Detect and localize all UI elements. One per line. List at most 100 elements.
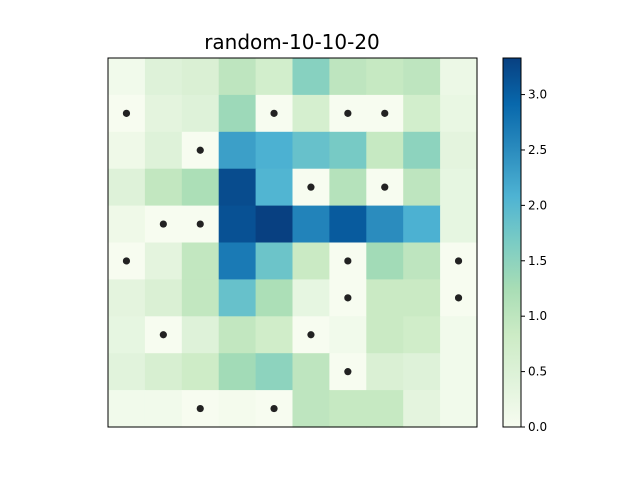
heatmap-markers (122, 109, 463, 413)
heatmap-cell-r2-c6 (329, 131, 367, 170)
heatmap-cell-r6-c1 (144, 279, 183, 317)
heatmap-cell-r2-c5 (292, 131, 330, 170)
heatmap-cell-r9-c7 (366, 390, 404, 428)
heatmap-cell-r0-c4 (255, 58, 294, 96)
heatmap-cell-r2-c8 (403, 131, 441, 170)
heatmap-cell-r8-c5 (292, 353, 330, 391)
heatmap-cell-r6-c0 (108, 279, 146, 317)
heatmap-cell-r3-c3 (218, 168, 257, 207)
heatmap-cell-r3-c2 (181, 168, 220, 207)
heatmap-cell-r0-c2 (181, 58, 220, 96)
marker-dot-16 (344, 368, 352, 376)
heatmap-cell-r9-c9 (440, 390, 478, 428)
heatmap-cell-r0-c6 (329, 58, 367, 96)
marker-dot-7 (159, 220, 167, 228)
heatmap-cell-r6-c5 (292, 279, 330, 317)
marker-dot-11 (454, 257, 463, 265)
marker-dot-1 (270, 109, 278, 117)
colorbar-tick-label-1: 0.5 (528, 365, 547, 379)
colorbar-tick-label-4: 2.0 (528, 198, 547, 212)
heatmap-cell-r6-c4 (255, 279, 294, 317)
heatmap-cell-r1-c9 (440, 94, 478, 133)
heatmap-cell-r3-c1 (144, 168, 183, 207)
colorbar-tick-label-3: 1.5 (528, 254, 547, 268)
heatmap-cell-r5-c8 (403, 242, 441, 280)
colorbar-tick-label-2: 1.0 (528, 309, 547, 323)
heatmap-cell-r8-c1 (144, 353, 183, 391)
heatmap-cell-r0-c8 (403, 58, 441, 96)
heatmap-cell-r3-c6 (329, 168, 367, 207)
heatmap-cell-r3-c9 (440, 168, 478, 207)
heatmap-cell-r7-c6 (329, 316, 367, 354)
heatmap-cell-r9-c1 (144, 390, 183, 428)
heatmap-cell-r4-c5 (292, 205, 330, 244)
heatmap-cell-r8-c2 (181, 353, 220, 391)
colorbar-ticks: 0.0 0.5 1.0 1.5 2.0 2.5 3.0 (521, 88, 547, 434)
heatmap-cell-r0-c5 (292, 58, 330, 96)
marker-dot-15 (307, 331, 315, 339)
heatmap-cell-r6-c8 (403, 279, 441, 317)
chart-title: random-10-10-20 (204, 30, 380, 54)
heatmap-cell-r9-c8 (403, 390, 441, 428)
heatmap-cell-r4-c0 (108, 205, 146, 244)
marker-dot-3 (381, 109, 389, 117)
heatmap-cell-r1-c2 (181, 94, 220, 133)
heatmap-cell-r7-c8 (403, 316, 441, 354)
heatmap-cell-r9-c6 (329, 390, 367, 428)
heatmap-cell-r9-c5 (292, 390, 330, 428)
heatmap-cell-r8-c3 (218, 353, 257, 391)
marker-dot-9 (122, 257, 131, 265)
heatmap-cell-r5-c1 (144, 242, 183, 280)
marker-dot-10 (344, 257, 352, 265)
heatmap-cell-r0-c9 (440, 58, 478, 96)
marker-dot-0 (122, 109, 131, 117)
heatmap-cell-r3-c0 (108, 168, 146, 207)
heatmap-cell-r1-c1 (144, 94, 183, 133)
heatmap-cell-r5-c5 (292, 242, 330, 280)
heatmap-cell-r6-c7 (366, 279, 404, 317)
marker-dot-5 (307, 183, 315, 191)
heatmap-cell-r7-c9 (440, 316, 478, 354)
heatmap-cell-r0-c1 (144, 58, 183, 96)
heatmap-cell-r2-c3 (218, 131, 257, 170)
heatmap-cells (108, 58, 478, 428)
marker-dot-12 (344, 294, 352, 302)
marker-dot-8 (196, 220, 204, 228)
heatmap-cell-r8-c7 (366, 353, 404, 391)
heatmap-cell-r2-c9 (440, 131, 478, 170)
heatmap-cell-r7-c0 (108, 316, 146, 354)
heatmap-cell-r5-c2 (181, 242, 220, 280)
marker-dot-4 (196, 146, 204, 154)
heatmap-cell-r8-c0 (108, 353, 146, 391)
marker-dot-6 (381, 183, 389, 191)
heatmap-cell-r6-c2 (181, 279, 220, 317)
heatmap-cell-r9-c3 (218, 390, 257, 428)
marker-dot-2 (344, 109, 352, 117)
heatmap-cell-r4-c3 (218, 205, 257, 244)
colorbar-tick-label-6: 3.0 (528, 88, 547, 102)
heatmap-cell-r8-c8 (403, 353, 441, 391)
heatmap-cell-r5-c7 (366, 242, 404, 280)
heatmap-cell-r4-c8 (403, 205, 441, 244)
heatmap-cell-r1-c8 (403, 94, 441, 133)
heatmap-cell-r1-c3 (218, 94, 257, 133)
heatmap-cell-r8-c4 (255, 353, 294, 391)
heatmap-cell-r2-c1 (144, 131, 183, 170)
heatmap-cell-r8-c9 (440, 353, 478, 391)
heatmap-cell-r9-c0 (108, 390, 146, 428)
marker-dot-13 (454, 294, 463, 302)
heatmap-cell-r3-c4 (255, 168, 294, 207)
colorbar-tick-label-5: 2.5 (528, 143, 547, 157)
heatmap-cell-r0-c3 (218, 58, 257, 96)
heatmap-cell-r4-c9 (440, 205, 478, 244)
heatmap-cell-r2-c0 (108, 131, 146, 170)
heatmap-cell-r2-c7 (366, 131, 404, 170)
heatmap-cell-r3-c8 (403, 168, 441, 207)
heatmap-cell-r4-c4 (255, 205, 294, 244)
colorbar (502, 57, 522, 428)
heatmap-cell-r5-c3 (218, 242, 257, 280)
heatmap-cell-r4-c6 (329, 205, 367, 244)
heatmap-cell-r0-c7 (366, 58, 404, 96)
heatmap-cell-r4-c7 (366, 205, 404, 244)
